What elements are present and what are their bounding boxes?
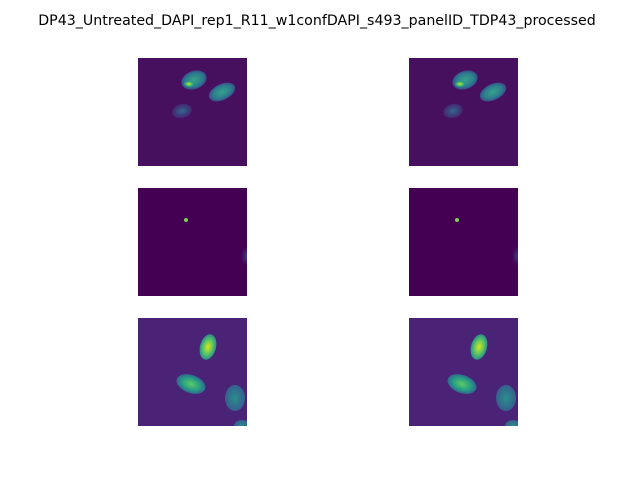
nucleus-bright-spot [184,81,194,87]
nucleus [176,374,206,394]
nucleus [199,334,217,360]
panel-background [409,318,518,426]
image-panel-row3-col1 [138,318,247,426]
bright-spot [455,218,459,222]
image-panel-row1-col2 [409,58,518,166]
image-panel-row2-col1 [138,188,247,296]
panel-background [138,188,247,296]
figure-title: DP43_Untreated_DAPI_rep1_R11_w1confDAPI_… [38,13,596,29]
nucleus [208,82,236,102]
nucleus [443,103,463,119]
nucleus [470,334,488,360]
nucleus-edge [505,420,518,426]
nucleus [496,385,516,411]
nucleus [172,103,192,119]
image-panel-row3-col2 [409,318,518,426]
nucleus-edge [241,246,247,266]
nucleus-bright-spot [455,81,465,87]
image-panel-row1-col1 [138,58,247,166]
nucleus [479,82,507,102]
nucleus [225,385,245,411]
nucleus [447,374,477,394]
bright-spot [184,218,188,222]
nucleus-edge [512,246,518,266]
image-panel-row2-col2 [409,188,518,296]
panel-background [409,188,518,296]
nucleus-edge [234,420,247,426]
panel-background [138,318,247,426]
